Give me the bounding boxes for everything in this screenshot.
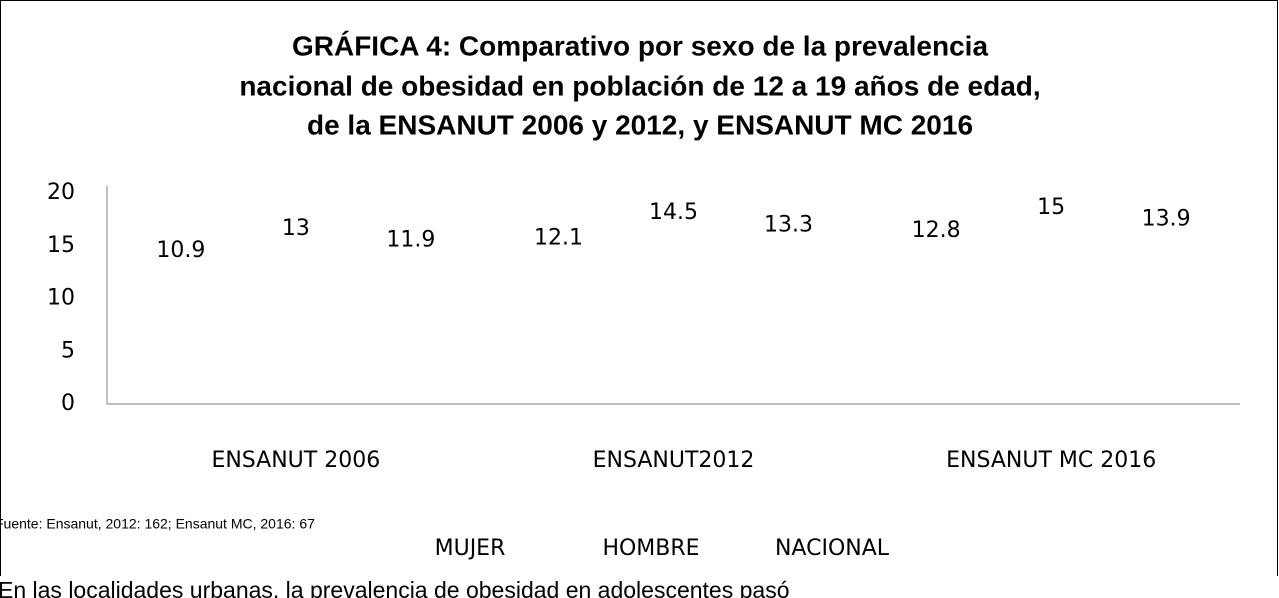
legend-label: HOMBRE [602,536,699,561]
data-label: 15 [1037,195,1065,220]
data-label: 13 [282,216,310,241]
source-note: Fuente: Ensanut, 2012: 162; Ensanut MC, … [0,516,315,532]
chart-title: nacional de obesidad en población de 12 … [239,70,1040,101]
x-tick-label: ENSANUT 2006 [211,448,380,473]
legend-label: NACIONAL [775,536,890,561]
data-label: 13.9 [1142,206,1191,231]
bar [758,263,819,404]
y-tick-label: 20 [47,180,75,205]
y-tick-label: 0 [61,391,75,416]
data-label: 14.5 [649,200,698,225]
bar [643,251,704,404]
bar [906,268,967,404]
data-label: 13.3 [764,213,813,238]
data-label: 12.1 [534,225,583,250]
data-label: 12.8 [912,218,961,243]
bar [380,278,441,404]
legend-label: MUJER [435,536,506,561]
x-tick-label: ENSANUT2012 [593,448,755,473]
y-tick-label: 5 [61,338,75,363]
bar [1136,257,1197,404]
data-label: 10.9 [156,238,205,263]
chart-title: de la ENSANUT 2006 y 2012, y ENSANUT MC … [307,109,973,140]
data-label: 11.9 [386,227,435,252]
y-tick-label: 10 [47,286,75,311]
x-tick-label: ENSANUT MC 2016 [946,448,1156,473]
chart-title: GRÁFICA 4: Comparativo por sexo de la pr… [292,30,988,61]
bar [1021,245,1082,404]
bar [150,289,211,404]
bar [265,266,326,404]
y-tick-label: 15 [47,233,75,258]
page-background [0,576,1279,598]
body-text: En las localidades urbanas, la prevalenc… [0,577,790,598]
bar [528,276,589,404]
